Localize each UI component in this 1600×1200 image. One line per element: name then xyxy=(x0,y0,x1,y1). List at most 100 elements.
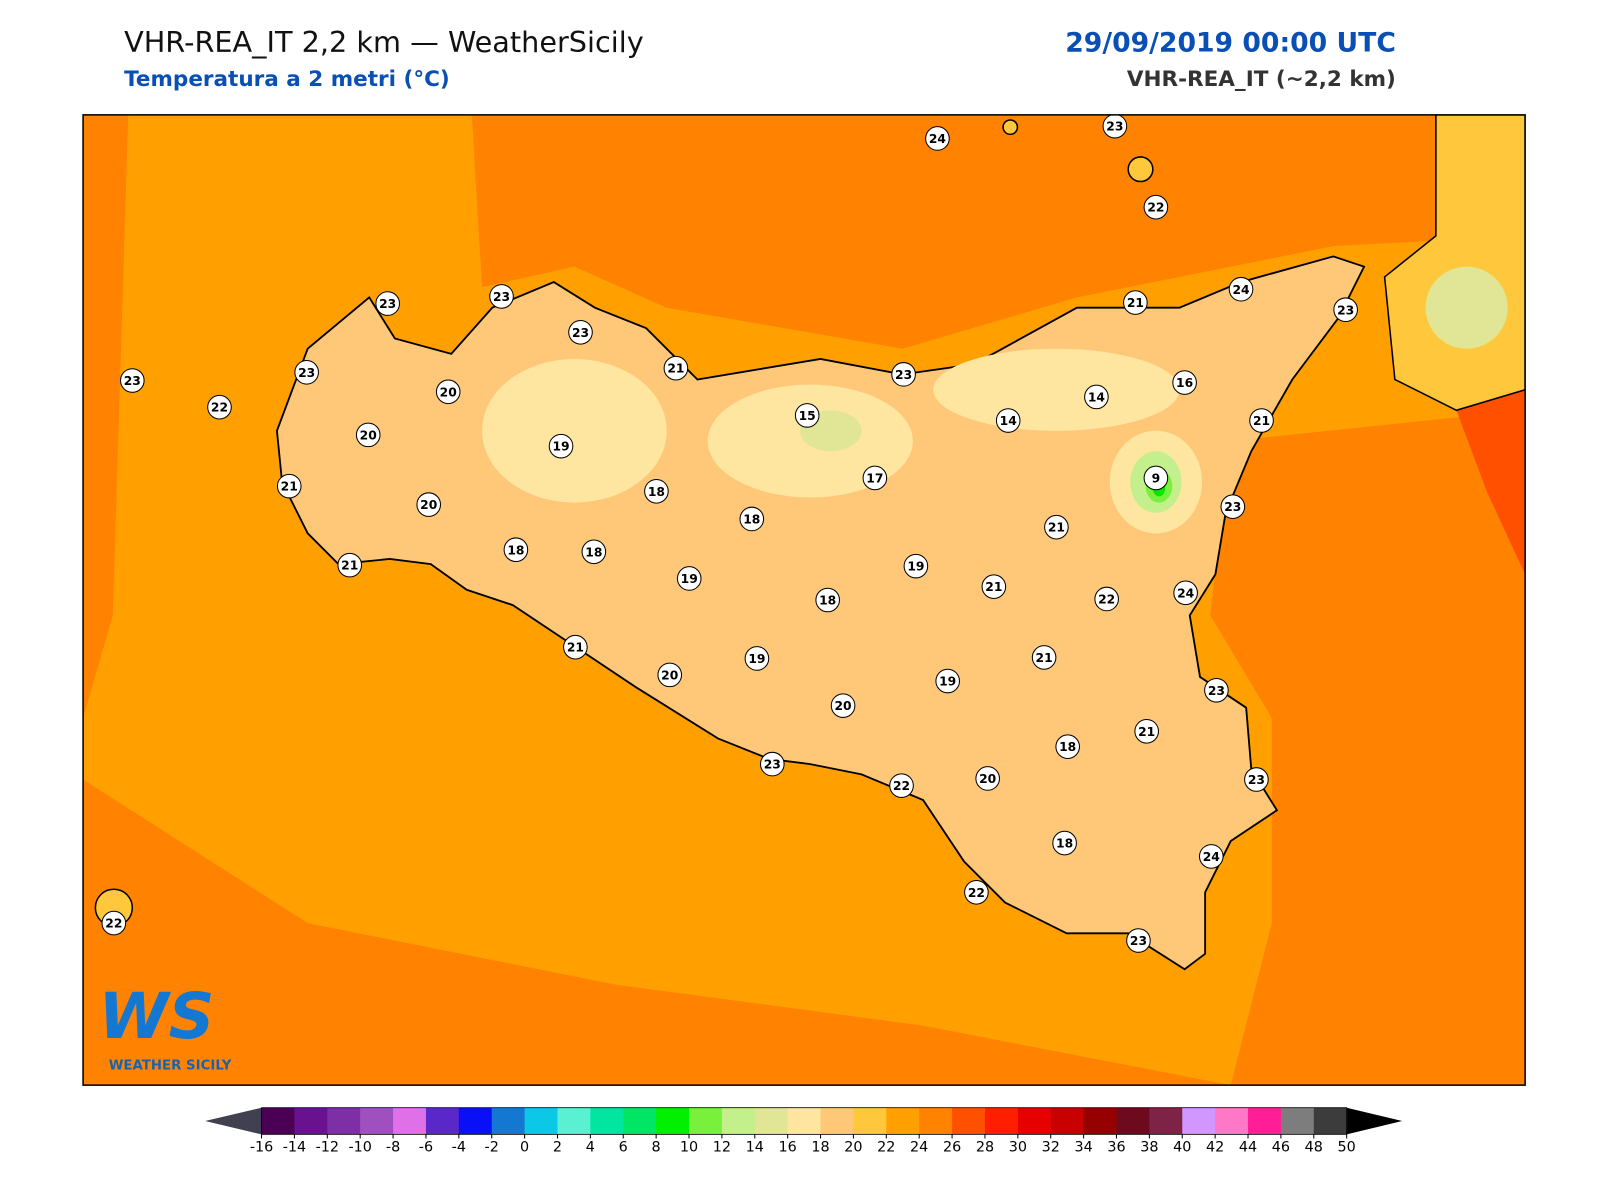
colorbar-bin xyxy=(1280,1107,1315,1135)
station-value: 20 xyxy=(360,428,377,442)
map: 24 23 22 23 23 23 21 24 23 23 23 22 20 20 21 23 15 14 14 16… xyxy=(83,114,1526,1086)
logo-mark: WS xyxy=(98,979,214,1053)
stations: 24 23 22 23 23 23 21 24 23 23 23 22 20 20 21 23 15 14 14 16… xyxy=(101,114,1358,953)
colorbar-bin xyxy=(1017,1107,1052,1135)
station-marker xyxy=(1094,586,1119,612)
colorbar-bin xyxy=(952,1107,986,1135)
station-marker xyxy=(1333,297,1358,323)
colorbar-tick-label: 24 xyxy=(910,1140,928,1156)
colorbar-over xyxy=(1346,1107,1403,1135)
colorbar-bin xyxy=(689,1107,723,1135)
colorbar-bin xyxy=(1116,1107,1150,1135)
station-marker xyxy=(276,473,302,499)
colorbar-tick-label: 34 xyxy=(1074,1140,1092,1156)
colorbar-tick-label: 38 xyxy=(1140,1140,1158,1156)
station-value: 20 xyxy=(420,498,437,512)
station-marker xyxy=(1172,370,1197,395)
station-marker xyxy=(964,880,989,905)
station-value: 22 xyxy=(1098,593,1115,607)
station-value: 18 xyxy=(507,543,524,557)
station-value: 19 xyxy=(748,652,765,666)
station-value: 20 xyxy=(440,385,457,399)
calabria-cool xyxy=(1425,266,1508,349)
station-marker xyxy=(794,403,820,428)
station-marker xyxy=(1044,514,1069,540)
station-value: 23 xyxy=(1224,500,1241,514)
station-value: 24 xyxy=(1232,283,1249,297)
station-value: 23 xyxy=(1106,120,1123,134)
colorbar-bin xyxy=(1050,1107,1085,1135)
station-marker xyxy=(416,492,442,517)
subtitle: Temperatura a 2 metri (°C) xyxy=(124,67,450,92)
station-value: 23 xyxy=(764,758,781,772)
station-value: 21 xyxy=(1138,725,1155,739)
station-value: 21 xyxy=(667,362,684,376)
colorbar-bin xyxy=(984,1107,1019,1135)
station-value: 18 xyxy=(1059,740,1076,754)
cool-area xyxy=(933,348,1180,431)
colorbar-bin xyxy=(1182,1107,1216,1135)
station-marker xyxy=(676,566,702,591)
station-value: 21 xyxy=(281,480,298,494)
station-marker xyxy=(1143,465,1169,491)
colorbar-tick-label: -2 xyxy=(485,1140,499,1156)
station-marker xyxy=(1220,494,1246,519)
station-marker xyxy=(337,552,363,578)
colorbar-tick-label: 22 xyxy=(877,1140,895,1156)
colorbar-tick-label: 42 xyxy=(1206,1140,1224,1156)
station-marker xyxy=(830,693,856,718)
station-value: 21 xyxy=(341,559,358,573)
colorbar-bin xyxy=(294,1107,328,1135)
colorbar-tick-label: 48 xyxy=(1305,1140,1323,1156)
colorbar-tick-label: -12 xyxy=(316,1140,339,1156)
colorbar-tick-label: -16 xyxy=(250,1140,273,1156)
island xyxy=(1002,119,1019,136)
colorbar-bin xyxy=(853,1107,887,1135)
station-value: 23 xyxy=(1130,934,1147,948)
map-frame xyxy=(82,114,1526,1086)
station-marker xyxy=(975,766,1000,791)
station-value: 19 xyxy=(939,675,956,689)
colorbar-bin xyxy=(327,1107,361,1135)
station-value: 23 xyxy=(1337,303,1354,317)
station-marker xyxy=(981,574,1007,599)
island xyxy=(1127,156,1154,183)
station-value: 21 xyxy=(985,580,1002,594)
station-value: 15 xyxy=(799,409,816,423)
station-marker xyxy=(489,284,514,309)
station-value: 23 xyxy=(298,366,315,380)
colorbar-bin xyxy=(1248,1107,1282,1135)
station-value: 14 xyxy=(1088,390,1105,404)
colorbar-tick-label: 16 xyxy=(779,1140,797,1156)
station-marker xyxy=(925,126,950,151)
colorbar-bin xyxy=(623,1107,657,1135)
colorbar-bin xyxy=(491,1107,526,1135)
colorbar-bin xyxy=(787,1107,822,1135)
colorbar: -16 -14 -12 -10 -8 -6 -4 -2 0 2 4 6 8 10 12 14 16 18 20 22 2… xyxy=(205,1107,1403,1156)
station-marker xyxy=(739,506,765,532)
station-marker xyxy=(644,478,669,504)
colorbar-bin xyxy=(425,1107,460,1135)
station-marker xyxy=(663,355,689,381)
valid-time: 29/09/2019 00:00 UTC xyxy=(1065,28,1396,59)
colorbar-bin xyxy=(1083,1107,1118,1135)
station-marker xyxy=(294,359,319,385)
colorbar-bin xyxy=(360,1107,394,1135)
station-value: 22 xyxy=(893,779,910,793)
colorbar-tick-label: -6 xyxy=(419,1140,433,1156)
station-value: 18 xyxy=(1056,837,1073,851)
colorbar-bin xyxy=(524,1107,558,1135)
colorbar-frame xyxy=(261,1107,1348,1135)
colorbar-bin xyxy=(261,1107,295,1135)
station-value: 18 xyxy=(819,594,836,608)
station-value: 21 xyxy=(1253,414,1270,428)
station-marker xyxy=(581,539,607,565)
station-marker xyxy=(1228,276,1254,302)
station-marker xyxy=(1204,677,1229,703)
station-value: 23 xyxy=(1208,684,1225,698)
station-value: 22 xyxy=(105,917,122,931)
station-value: 21 xyxy=(1127,296,1144,310)
station-marker xyxy=(995,408,1021,433)
station-value: 24 xyxy=(929,132,946,146)
